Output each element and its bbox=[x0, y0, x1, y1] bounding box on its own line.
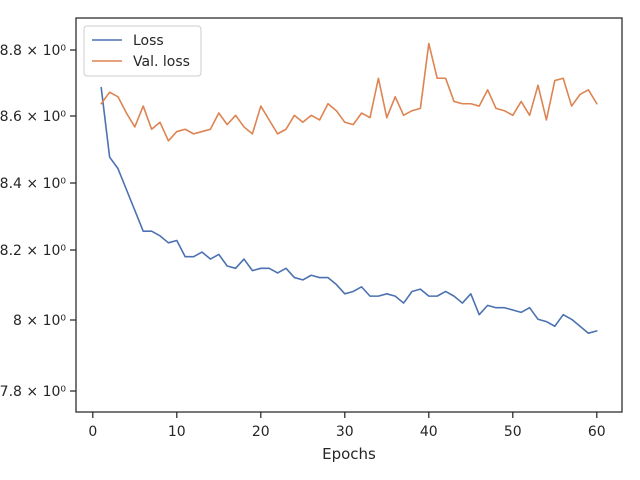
y-tick-label: 8.4 × 10⁰ bbox=[0, 176, 66, 192]
series-layer bbox=[100, 42, 598, 335]
series-line-val-loss bbox=[100, 42, 598, 142]
y-tick-label: 7.8 × 10⁰ bbox=[0, 384, 66, 400]
legend-box bbox=[83, 25, 202, 77]
x-tick-label: 50 bbox=[504, 424, 522, 440]
legend: Loss Val. loss bbox=[83, 25, 202, 77]
legend-label-val-loss: Val. loss bbox=[133, 54, 190, 70]
x-tick-label: 0 bbox=[88, 424, 97, 440]
y-tick-label: 8 × 10⁰ bbox=[13, 313, 66, 329]
plot-area bbox=[75, 17, 623, 413]
x-tick-label: 60 bbox=[588, 424, 606, 440]
y-tick-label: 8.2 × 10⁰ bbox=[0, 243, 66, 259]
tick-layer: 0 10 20 30 40 50 60 7.8 × 10⁰ 8 × 10⁰ 8.2 × 10⁰ 8.… bbox=[0, 43, 606, 440]
x-tick-label: 40 bbox=[420, 424, 438, 440]
x-axis-label: Epochs bbox=[322, 445, 376, 463]
series-line-loss bbox=[100, 86, 598, 335]
y-tick-label: 8.8 × 10⁰ bbox=[0, 43, 66, 59]
y-tick-label: 8.6 × 10⁰ bbox=[0, 109, 66, 125]
x-tick-label: 20 bbox=[252, 424, 270, 440]
x-tick-label: 10 bbox=[168, 424, 186, 440]
x-tick-label: 30 bbox=[336, 424, 354, 440]
legend-label-loss: Loss bbox=[133, 33, 164, 49]
